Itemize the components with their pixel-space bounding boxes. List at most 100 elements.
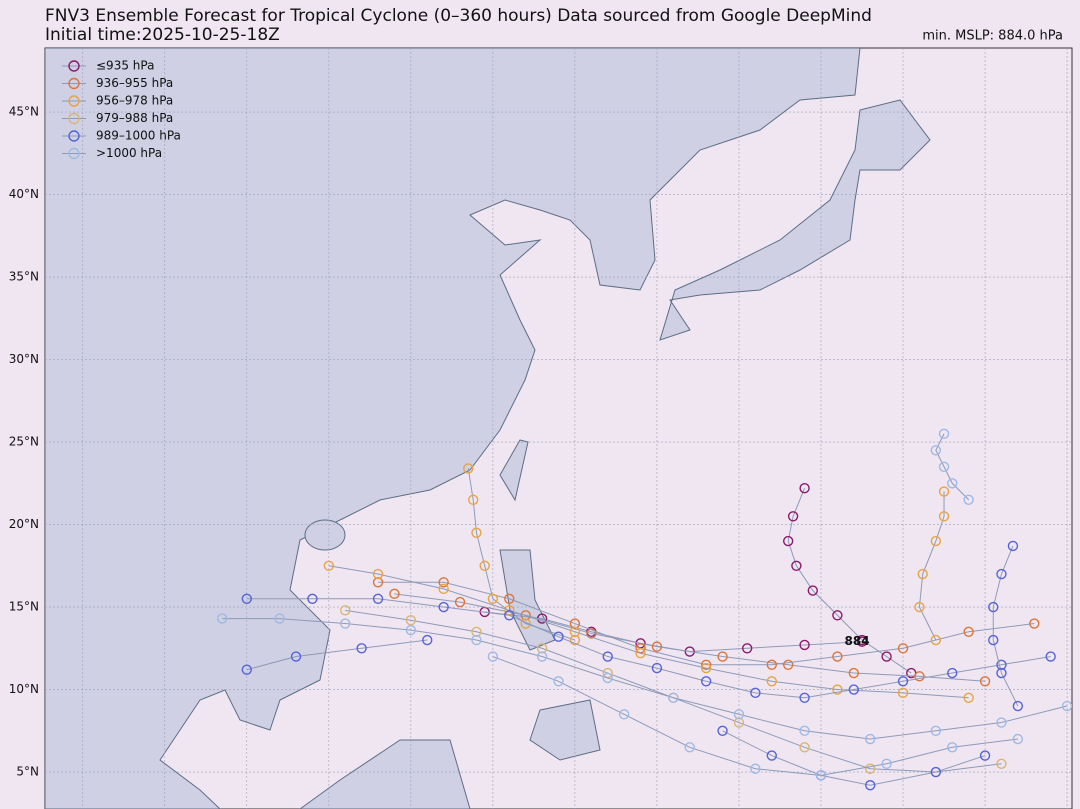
legend-marker: [68, 147, 80, 160]
legend-label: ≤935 hPa: [96, 59, 154, 73]
track-point: [914, 601, 925, 613]
track-point: [799, 725, 810, 736]
track-point: [947, 742, 958, 753]
track-line: [394, 593, 986, 682]
track-point: [996, 717, 1007, 728]
track-point: [930, 634, 942, 646]
track-point: [700, 676, 712, 687]
track-point: [750, 687, 761, 699]
y-tick-label: 40°N: [9, 187, 39, 201]
track-point: [717, 651, 728, 662]
taiwan: [499, 439, 529, 502]
track-point: [684, 742, 695, 753]
y-tick-label: 10°N: [9, 682, 39, 696]
track-point: [979, 750, 991, 761]
track-point: [996, 568, 1007, 580]
track-line: [246, 598, 1051, 699]
track-point: [241, 664, 252, 675]
track-point: [216, 613, 228, 624]
track-point: [848, 667, 860, 679]
track-point: [791, 560, 802, 571]
track-point: [947, 478, 958, 489]
track-point: [553, 631, 564, 642]
track-point: [700, 659, 712, 670]
track-point: [372, 577, 384, 588]
track-point: [536, 651, 548, 662]
track-point: [832, 651, 843, 662]
track-point: [356, 643, 367, 654]
track-point: [635, 648, 646, 659]
track-point: [274, 613, 285, 624]
track-point: [618, 709, 630, 720]
track-point: [471, 634, 482, 646]
track-point: [463, 463, 474, 474]
track-point: [454, 596, 466, 608]
y-tick-label: 25°N: [9, 435, 39, 449]
track-point: [1007, 540, 1019, 552]
y-tick-label: 30°N: [9, 352, 39, 366]
track-point: [471, 527, 482, 538]
track-point: [405, 615, 417, 626]
track-point: [569, 634, 581, 646]
track-point: [799, 692, 810, 703]
y-tick-label: 45°N: [9, 105, 39, 119]
track-point: [979, 676, 991, 687]
legend-label: >1000 hPa: [96, 146, 162, 160]
track-point: [766, 750, 777, 761]
track-point: [340, 605, 351, 616]
track-point: [988, 634, 999, 646]
track-point: [733, 717, 745, 728]
min-pressure-annotation: 884: [845, 634, 870, 648]
track-point: [733, 709, 745, 720]
track-point: [832, 684, 843, 695]
track-point: [536, 643, 548, 654]
track-point: [340, 618, 351, 629]
track-point: [684, 646, 695, 657]
legend-label: 956–978 hPa: [96, 94, 173, 108]
chart-subtitle: Initial time:2025-10-25-18Z: [45, 25, 280, 45]
track-line: [467, 468, 576, 641]
track-line: [492, 656, 1018, 776]
track-point: [438, 601, 449, 613]
borneo: [299, 739, 471, 809]
track-point: [787, 511, 799, 522]
track-point: [832, 610, 843, 621]
track-line: [328, 565, 969, 699]
track-point: [938, 428, 950, 439]
track-point: [865, 780, 876, 791]
track-point: [1061, 700, 1072, 712]
track-point: [848, 684, 860, 695]
track-point: [741, 643, 753, 654]
track-point: [372, 568, 384, 580]
track-point: [996, 758, 1007, 769]
legend-marker: [68, 112, 80, 125]
track-point: [389, 588, 400, 600]
track-point: [241, 593, 252, 604]
track-point: [807, 585, 818, 596]
track-point: [917, 568, 928, 580]
track-point: [569, 626, 581, 637]
track-point: [938, 461, 950, 472]
track-point: [766, 676, 777, 687]
track-point: [504, 593, 515, 604]
track-point: [815, 770, 827, 781]
track-point: [520, 618, 531, 629]
track-point: [865, 763, 876, 774]
track-point: [996, 659, 1007, 670]
legend-marker: [68, 60, 80, 72]
track-point: [963, 626, 974, 637]
track-point: [471, 626, 482, 637]
track-point: [782, 535, 794, 547]
legend-marker: [68, 130, 80, 142]
track-point: [504, 610, 515, 621]
track-point: [553, 676, 564, 687]
track-point: [750, 763, 761, 774]
legend-label: 989–1000 hPa: [96, 129, 181, 143]
track-point: [996, 667, 1007, 679]
track-point: [1012, 700, 1024, 712]
track-point: [799, 639, 810, 651]
track-point: [865, 733, 876, 745]
track-point: [799, 483, 810, 494]
track-line: [246, 639, 428, 671]
